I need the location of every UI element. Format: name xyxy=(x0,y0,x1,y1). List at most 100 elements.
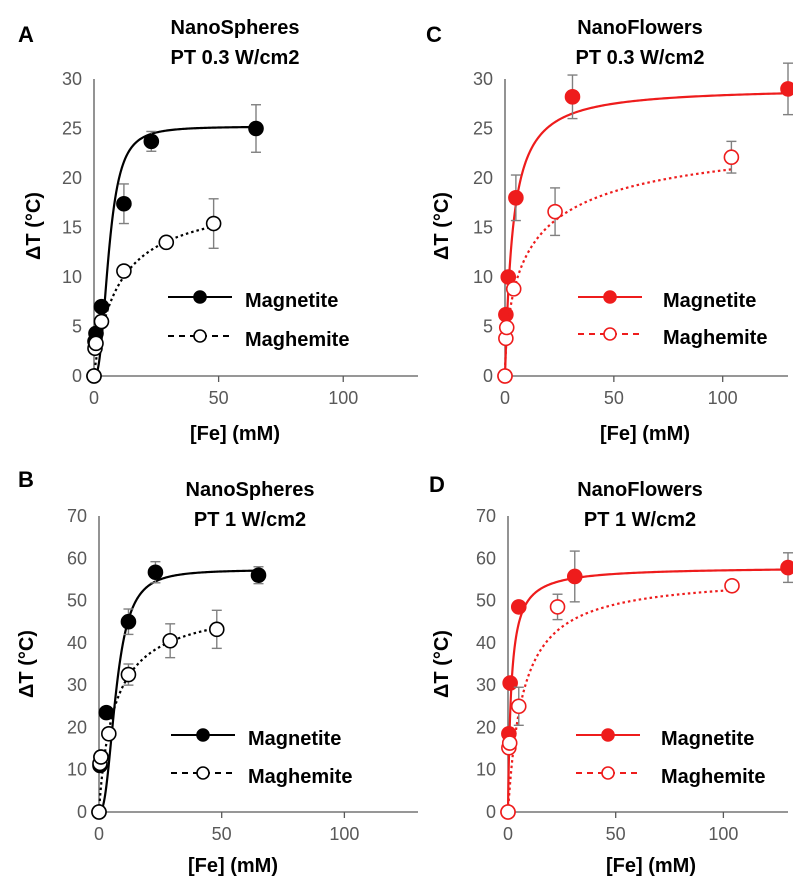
legend-label-maghemite: Maghemite xyxy=(248,766,352,788)
panel-d: D NanoFlowers PT 1 W/cm2 0 10 20 30 40 50 60 70… xyxy=(429,472,793,877)
legend-marker xyxy=(601,728,615,742)
y-tick-label: 30 xyxy=(476,675,496,695)
panel-c-x-axis-label: [Fe] (mM) xyxy=(600,423,690,445)
data-point-magnetite xyxy=(780,81,793,97)
panel-d-title-line-1: NanoFlowers xyxy=(577,479,703,501)
panel-c-title-line-1: NanoFlowers xyxy=(577,17,703,39)
data-point-maghemite xyxy=(510,698,527,715)
legend-label-maghemite: Maghemite xyxy=(661,766,765,788)
legend-label-magnetite: Magnetite xyxy=(661,728,754,750)
panel-d-y-axis-label: ΔT (°C) xyxy=(431,630,453,698)
y-tick-label: 50 xyxy=(476,591,496,611)
y-tick-label: 15 xyxy=(473,218,493,238)
x-tick-label: 50 xyxy=(604,388,624,408)
data-point-maghemite xyxy=(93,749,109,765)
data-point-magnetite xyxy=(510,599,527,615)
panel-b-title-line-1: NanoSpheres xyxy=(186,479,315,501)
series-curve-maghemite xyxy=(92,225,214,377)
data-point-maghemite xyxy=(497,368,513,384)
legend-label-magnetite: Magnetite xyxy=(663,290,756,312)
data-point-magnetite xyxy=(147,564,164,581)
data-point-maghemite xyxy=(498,319,515,336)
data-point-magnetite xyxy=(566,568,583,585)
panel-d-title-line-2: PT 1 W/cm2 xyxy=(584,509,696,531)
legend-label-magnetite: Magnetite xyxy=(245,290,338,312)
series-curve-magnetite xyxy=(99,569,259,814)
legend-label-maghemite: Maghemite xyxy=(245,329,349,351)
data-point-magnetite xyxy=(502,675,518,691)
panel-letter-d: D xyxy=(429,472,445,497)
y-tick-label: 10 xyxy=(62,267,82,287)
y-tick-label: 20 xyxy=(62,168,82,188)
y-tick-label: 70 xyxy=(67,506,87,526)
data-point-maghemite xyxy=(724,577,740,594)
data-point-maghemite xyxy=(162,632,178,649)
panel-a-x-axis-label: [Fe] (mM) xyxy=(190,423,280,445)
y-tick-label: 5 xyxy=(72,317,82,337)
panel-c: C NanoFlowers PT 0.3 W/cm2 0510152025300… xyxy=(426,17,793,445)
legend-marker xyxy=(601,766,615,780)
panel-a-title-line-2: PT 0.3 W/cm2 xyxy=(171,47,300,69)
data-point-maghemite xyxy=(205,215,222,232)
y-tick-label: 10 xyxy=(67,760,87,780)
data-point-maghemite xyxy=(91,804,107,820)
y-tick-label: 0 xyxy=(72,366,82,386)
panel-a-plot-area: 0 5 10 15 20 25 30 0 50 100 xyxy=(62,69,418,408)
panel-c-legend: Magnetite Maghemite xyxy=(578,290,767,349)
x-tick-label: 0 xyxy=(94,824,104,844)
panel-letter-a: A xyxy=(18,22,34,47)
legend-swatch-maghemite xyxy=(576,766,640,780)
legend-swatch-magnetite xyxy=(168,290,232,304)
legend-swatch-magnetite xyxy=(171,728,235,742)
data-point-maghemite xyxy=(101,725,117,742)
data-point-magnetite xyxy=(250,567,267,584)
x-tick-label: 50 xyxy=(209,388,229,408)
y-tick-label: 10 xyxy=(476,760,496,780)
data-point-maghemite xyxy=(88,335,104,352)
data-point-maghemite xyxy=(505,281,522,297)
panel-a-title-line-1: NanoSpheres xyxy=(171,17,300,39)
x-tick-label: 100 xyxy=(708,824,738,844)
y-tick-label: 20 xyxy=(473,168,493,188)
x-tick-label: 0 xyxy=(503,824,513,844)
data-point-maghemite xyxy=(500,804,516,820)
series-curve-magnetite xyxy=(503,92,789,377)
legend-label-magnetite: Magnetite xyxy=(248,728,341,750)
data-point-magnetite xyxy=(780,559,793,576)
legend-swatch-maghemite xyxy=(168,329,232,343)
y-tick-label: 0 xyxy=(483,366,493,386)
y-tick-label: 60 xyxy=(67,548,87,568)
legend-marker xyxy=(603,290,617,304)
y-tick-label: 20 xyxy=(476,717,496,737)
series-curve-magnetite xyxy=(94,125,257,378)
x-tick-label: 0 xyxy=(500,388,510,408)
data-point-magnetite xyxy=(248,120,264,137)
data-point-maghemite xyxy=(86,368,102,384)
data-point-maghemite xyxy=(93,313,110,330)
legend-marker xyxy=(193,329,207,343)
data-point-magnetite xyxy=(143,133,160,150)
panel-b-legend: Magnetite Maghemite xyxy=(171,728,352,788)
y-tick-label: 25 xyxy=(62,119,82,139)
data-point-maghemite xyxy=(547,203,563,220)
x-tick-label: 100 xyxy=(328,388,358,408)
data-point-maghemite xyxy=(501,735,518,751)
data-point-maghemite xyxy=(549,599,566,615)
panel-b-plot-area: 0 10 20 30 40 50 60 70 0 50 100 xyxy=(67,506,418,844)
data-point-maghemite xyxy=(116,263,132,279)
panel-c-y-axis-label: ΔT (°C) xyxy=(431,192,453,260)
y-tick-label: 0 xyxy=(486,802,496,822)
y-tick-label: 70 xyxy=(476,506,496,526)
legend-swatch-magnetite xyxy=(578,290,642,304)
panel-letter-c: C xyxy=(426,22,442,47)
panel-d-plot-area: 0 10 20 30 40 50 60 70 0 50 100 xyxy=(476,506,793,844)
legend-swatch-magnetite xyxy=(576,728,640,742)
y-tick-label: 0 xyxy=(77,802,87,822)
panel-d-legend: Magnetite Maghemite xyxy=(576,728,765,788)
data-point-maghemite xyxy=(158,234,175,251)
legend-swatch-maghemite xyxy=(578,327,642,341)
data-point-maghemite xyxy=(120,666,137,683)
series-curve-maghemite xyxy=(97,627,217,813)
y-tick-label: 30 xyxy=(67,675,87,695)
